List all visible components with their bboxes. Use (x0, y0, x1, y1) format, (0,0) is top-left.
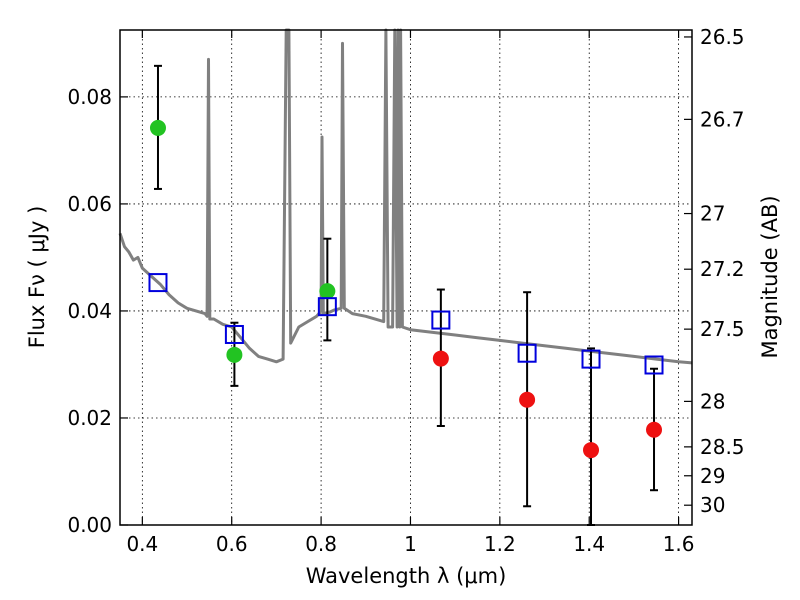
y-tick-label: 0.00 (67, 513, 112, 537)
right-tick-label: 28.5 (700, 435, 745, 459)
observed-flux-point (319, 283, 336, 300)
x-tick-label: 0.6 (216, 532, 248, 556)
observed-flux-point (519, 391, 536, 408)
data-points (148, 64, 664, 526)
right-tick-label: 26.7 (700, 107, 745, 131)
y-tick-label: 0.02 (67, 406, 112, 430)
right-tick-label: 26.5 (700, 25, 745, 49)
model-spectrum (118, 28, 693, 365)
model-flux-square (581, 349, 601, 369)
right-tick-label: 27.2 (700, 257, 745, 281)
observed-flux-point (432, 350, 449, 367)
observed-flux-point (149, 119, 166, 136)
y-tick-label: 0.08 (67, 85, 112, 109)
observed-flux-point (646, 421, 663, 438)
right-axis-label: Magnitude (AB) (758, 195, 782, 358)
model-flux-square (224, 324, 244, 344)
observed-flux-point (226, 346, 243, 363)
right-tick-label: 27 (700, 202, 725, 226)
spectrum-line (118, 28, 693, 365)
model-flux-square (431, 310, 451, 330)
y-axis-label: Flux Fν ( μJy ) (25, 206, 49, 349)
right-tick-label: 28 (700, 389, 725, 413)
x-tick-label: 0.8 (305, 532, 337, 556)
grid-lines (120, 30, 692, 525)
axis-ticks: 0.4 0.6 0.8 1 1.2 1.4 1.6 0.00 0.02 0.04 0.06 0.08 2… (67, 25, 744, 556)
right-tick-label: 29 (700, 464, 725, 488)
right-tick-label: 30 (700, 493, 725, 517)
y-tick-label: 0.06 (67, 192, 112, 216)
model-flux-square (517, 343, 537, 363)
x-tick-label: 1 (404, 532, 417, 556)
x-axis-label: Wavelength λ (μm) (306, 564, 507, 588)
model-flux-square (644, 355, 664, 375)
x-tick-label: 1.4 (573, 532, 605, 556)
plot-frame (119, 29, 693, 526)
model-flux-square (148, 273, 168, 293)
x-tick-label: 0.4 (126, 532, 158, 556)
observed-flux-point (583, 442, 600, 459)
x-tick-label: 1.2 (484, 532, 516, 556)
y-tick-label: 0.04 (67, 299, 112, 323)
x-tick-label: 1.6 (663, 532, 695, 556)
right-tick-label: 27.5 (700, 317, 745, 341)
model-flux-square (317, 297, 337, 317)
